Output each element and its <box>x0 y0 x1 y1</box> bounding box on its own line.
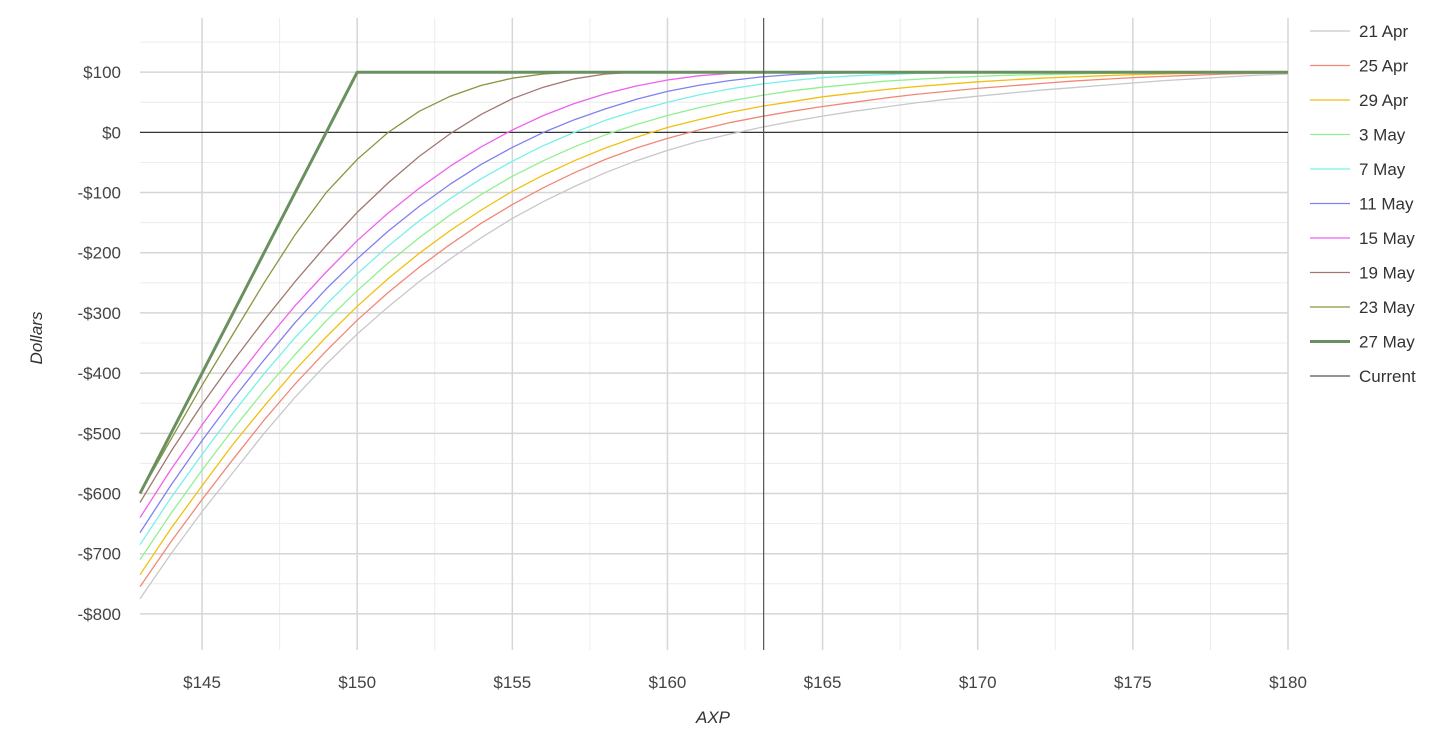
y-tick-label: -$200 <box>78 244 121 263</box>
legend-item: 19 May <box>1310 264 1415 283</box>
legend: 21 Apr 25 Apr 29 Apr 3 May 7 May 11 May 15 May… <box>1310 22 1416 386</box>
legend-label: 21 Apr <box>1359 22 1408 41</box>
legend-label: 29 Apr <box>1359 91 1408 110</box>
x-tick-label: $160 <box>649 673 687 692</box>
legend-item: 7 May <box>1310 160 1406 179</box>
legend-label: 11 May <box>1359 195 1414 214</box>
x-tick-label: $145 <box>183 673 221 692</box>
minor-gridlines <box>140 18 1288 650</box>
series-line <box>139 71 1288 518</box>
x-tick-label: $170 <box>959 673 997 692</box>
x-tick-labels: $145 $150 $155 $160 $165 $170 $175 $180 <box>183 673 1307 692</box>
legend-label: 27 May <box>1359 333 1415 352</box>
x-tick-label: $150 <box>338 673 376 692</box>
y-tick-label: $100 <box>83 63 121 82</box>
y-tick-label: -$100 <box>78 184 121 203</box>
series-line <box>139 72 1289 588</box>
legend-item: 27 May <box>1310 333 1415 352</box>
legend-item: Current <box>1310 367 1416 386</box>
legend-label: 23 May <box>1359 298 1415 317</box>
legend-item: 23 May <box>1310 298 1415 317</box>
legend-item: 21 Apr <box>1310 22 1408 41</box>
series-line <box>139 73 1289 600</box>
y-axis-title: Dollars <box>27 311 46 364</box>
legend-label: 3 May <box>1359 126 1406 145</box>
y-tick-label: $0 <box>102 123 121 142</box>
legend-label: 19 May <box>1359 264 1415 283</box>
series-lines <box>138 70 1289 600</box>
y-tick-label: -$700 <box>78 545 121 564</box>
series-line <box>139 71 1288 546</box>
y-tick-label: -$300 <box>78 304 121 323</box>
y-tick-label: -$400 <box>78 364 121 383</box>
series-line <box>138 70 1288 495</box>
x-tick-label: $165 <box>804 673 842 692</box>
series-line <box>139 71 1288 561</box>
x-tick-label: $175 <box>1114 673 1152 692</box>
series-line <box>139 71 1289 576</box>
legend-label: 25 Apr <box>1359 57 1408 76</box>
y-tick-label: -$800 <box>78 605 121 624</box>
x-axis-title: AXP <box>695 708 731 727</box>
legend-label: 15 May <box>1359 229 1415 248</box>
legend-label: Current <box>1359 367 1416 386</box>
legend-item: 3 May <box>1310 126 1406 145</box>
legend-item: 11 May <box>1310 195 1414 214</box>
y-tick-label: -$500 <box>78 424 121 443</box>
legend-label: 7 May <box>1359 160 1406 179</box>
y-tick-label: -$600 <box>78 485 121 504</box>
y-tick-labels: $100 $0 -$100 -$200 -$300 -$400 -$500 -$600 -$70… <box>78 63 121 624</box>
legend-item: 29 Apr <box>1310 91 1408 110</box>
legend-item: 25 Apr <box>1310 57 1408 76</box>
x-tick-label: $180 <box>1269 673 1307 692</box>
x-tick-label: $155 <box>493 673 531 692</box>
legend-item: 15 May <box>1310 229 1415 248</box>
major-gridlines <box>140 18 1289 650</box>
